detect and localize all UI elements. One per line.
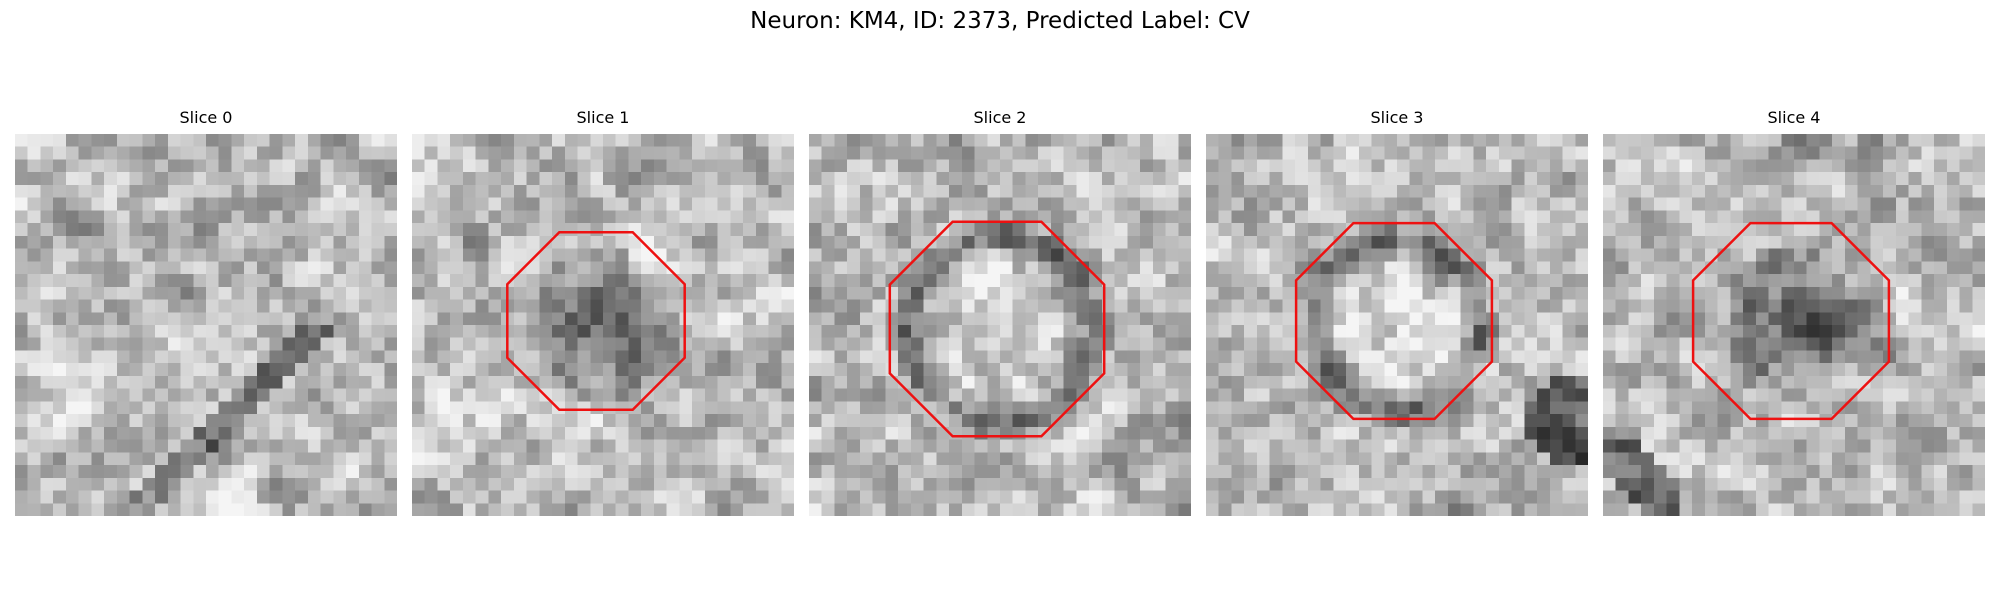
slice-image-1 <box>412 134 794 516</box>
figure-title: Neuron: KM4, ID: 2373, Predicted Label: … <box>750 8 1250 34</box>
slice-title: Slice 2 <box>973 108 1027 127</box>
slice-title: Slice 3 <box>1370 108 1424 127</box>
roi-overlay <box>888 220 1106 438</box>
slice-pixels <box>412 134 794 516</box>
slice-title: Slice 4 <box>1767 108 1821 127</box>
slice-image-4 <box>1603 134 1985 516</box>
roi-overlay <box>1294 221 1494 421</box>
roi-octagon <box>1691 221 1891 421</box>
roi-octagon <box>506 231 686 411</box>
roi-overlay <box>506 231 686 411</box>
slice-image-2 <box>809 134 1191 516</box>
slice-pixels <box>809 134 1191 516</box>
slice-image-3 <box>1206 134 1588 516</box>
roi-overlay <box>15 134 397 516</box>
roi-octagon <box>888 220 1106 438</box>
slice-title: Slice 1 <box>576 108 630 127</box>
slice-pixels <box>1603 134 1985 516</box>
slice-title: Slice 0 <box>179 108 233 127</box>
slice-image-0 <box>15 134 397 516</box>
roi-overlay <box>1691 221 1891 421</box>
slice-pixels <box>1206 134 1588 516</box>
roi-octagon <box>1294 221 1494 421</box>
slice-pixels <box>15 134 397 516</box>
